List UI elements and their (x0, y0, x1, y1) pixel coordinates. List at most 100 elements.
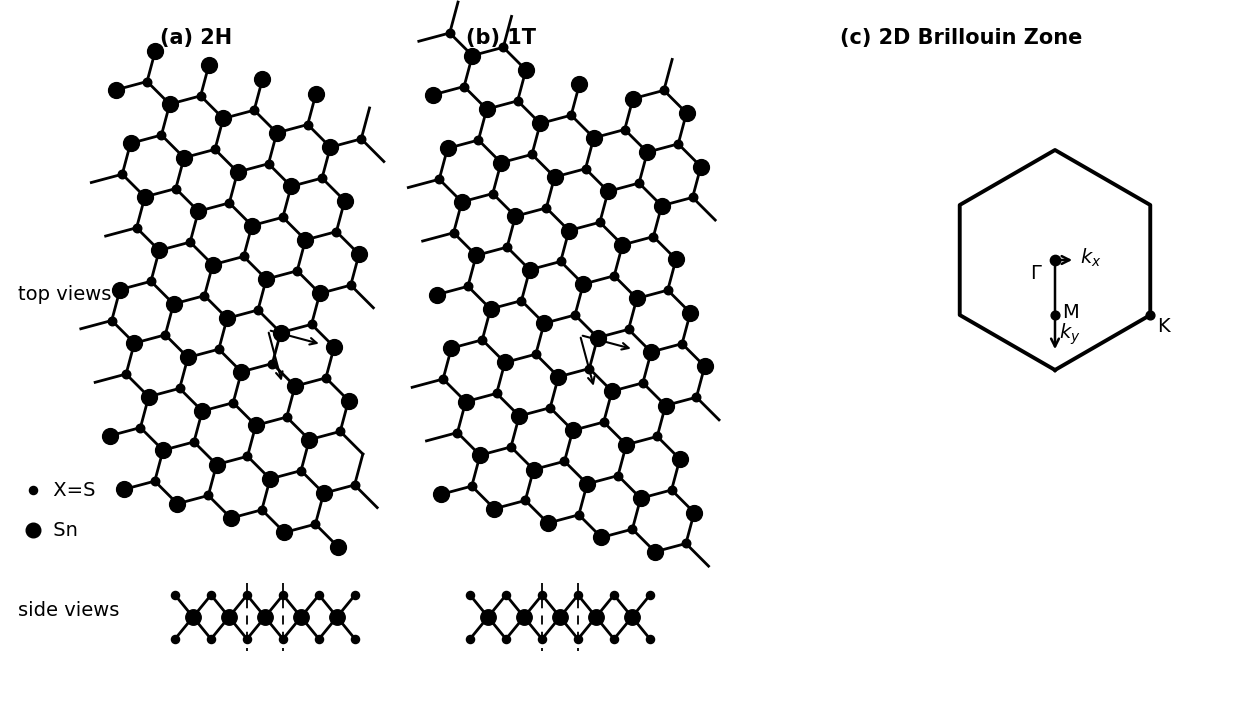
Point (455, 81, 475, 92)
Point (165, 633, 185, 645)
Point (327, 612, 347, 623)
Point (178, 352, 198, 363)
Point (335, 195, 354, 207)
Point (483, 188, 503, 199)
Point (569, 633, 589, 645)
Point (107, 84, 126, 95)
Point (520, 264, 540, 276)
Point (559, 225, 579, 237)
Point (491, 157, 510, 168)
Point (199, 59, 219, 71)
Point (255, 612, 275, 623)
Point (430, 173, 450, 185)
Point (183, 612, 203, 623)
Point (472, 334, 492, 346)
Point (1044, 309, 1064, 321)
Point (641, 589, 660, 601)
Text: X=S: X=S (47, 480, 95, 499)
Point (468, 134, 488, 146)
Point (637, 146, 657, 158)
Point (646, 546, 665, 558)
Point (209, 344, 229, 355)
Point (456, 396, 476, 408)
Point (676, 538, 696, 550)
Point (185, 436, 204, 448)
Point (270, 327, 290, 339)
Point (484, 503, 504, 515)
Point (145, 475, 165, 487)
Point (155, 329, 175, 341)
Point (309, 589, 328, 601)
Point (655, 400, 675, 411)
Point (652, 200, 672, 212)
Point (549, 371, 569, 383)
Point (203, 259, 223, 271)
Point (612, 239, 632, 250)
Point (641, 633, 660, 645)
Text: M: M (1062, 303, 1079, 322)
Point (506, 210, 525, 222)
Point (124, 337, 144, 349)
Point (481, 303, 501, 314)
Point (180, 237, 199, 248)
Point (574, 278, 593, 290)
Point (642, 346, 662, 357)
Point (509, 410, 529, 422)
Point (24, 524, 43, 536)
Point (110, 284, 130, 296)
Point (508, 95, 528, 107)
Point (245, 419, 265, 431)
Point (536, 202, 556, 214)
Point (312, 173, 332, 184)
Point (219, 612, 239, 623)
Point (462, 50, 482, 61)
Point (166, 183, 186, 194)
Point (237, 633, 256, 645)
Point (313, 488, 333, 499)
Point (306, 88, 326, 100)
Point (170, 382, 190, 394)
Point (341, 280, 361, 291)
Point (114, 483, 134, 495)
Point (325, 341, 344, 353)
Point (623, 92, 643, 104)
Point (266, 127, 286, 138)
Point (524, 464, 544, 475)
Point (478, 612, 498, 623)
Text: (c) 2D Brillouin Zone: (c) 2D Brillouin Zone (840, 28, 1083, 48)
Point (622, 523, 642, 535)
Point (691, 161, 711, 173)
Point (458, 280, 478, 292)
Point (237, 589, 256, 601)
Point (569, 589, 589, 601)
Point (437, 143, 457, 154)
Point (512, 295, 532, 306)
Point (204, 143, 224, 155)
Point (545, 171, 565, 183)
Point (497, 241, 517, 253)
Point (440, 27, 460, 39)
Point (617, 439, 637, 451)
Point (576, 163, 596, 175)
Point (228, 166, 248, 178)
Point (321, 141, 341, 153)
Point (670, 454, 690, 465)
Point (590, 216, 610, 228)
Point (633, 377, 653, 389)
Point (551, 256, 571, 267)
Point (223, 397, 243, 408)
Point (126, 222, 146, 234)
Point (259, 158, 279, 170)
Point (532, 633, 551, 645)
Point (346, 633, 366, 645)
Point (629, 177, 649, 189)
Point (198, 490, 218, 502)
Point (99, 430, 119, 442)
Point (192, 405, 212, 417)
Point (555, 456, 575, 467)
Point (263, 357, 282, 369)
Point (326, 226, 346, 237)
Point (310, 288, 330, 299)
Point (275, 526, 295, 538)
Point (631, 492, 650, 504)
